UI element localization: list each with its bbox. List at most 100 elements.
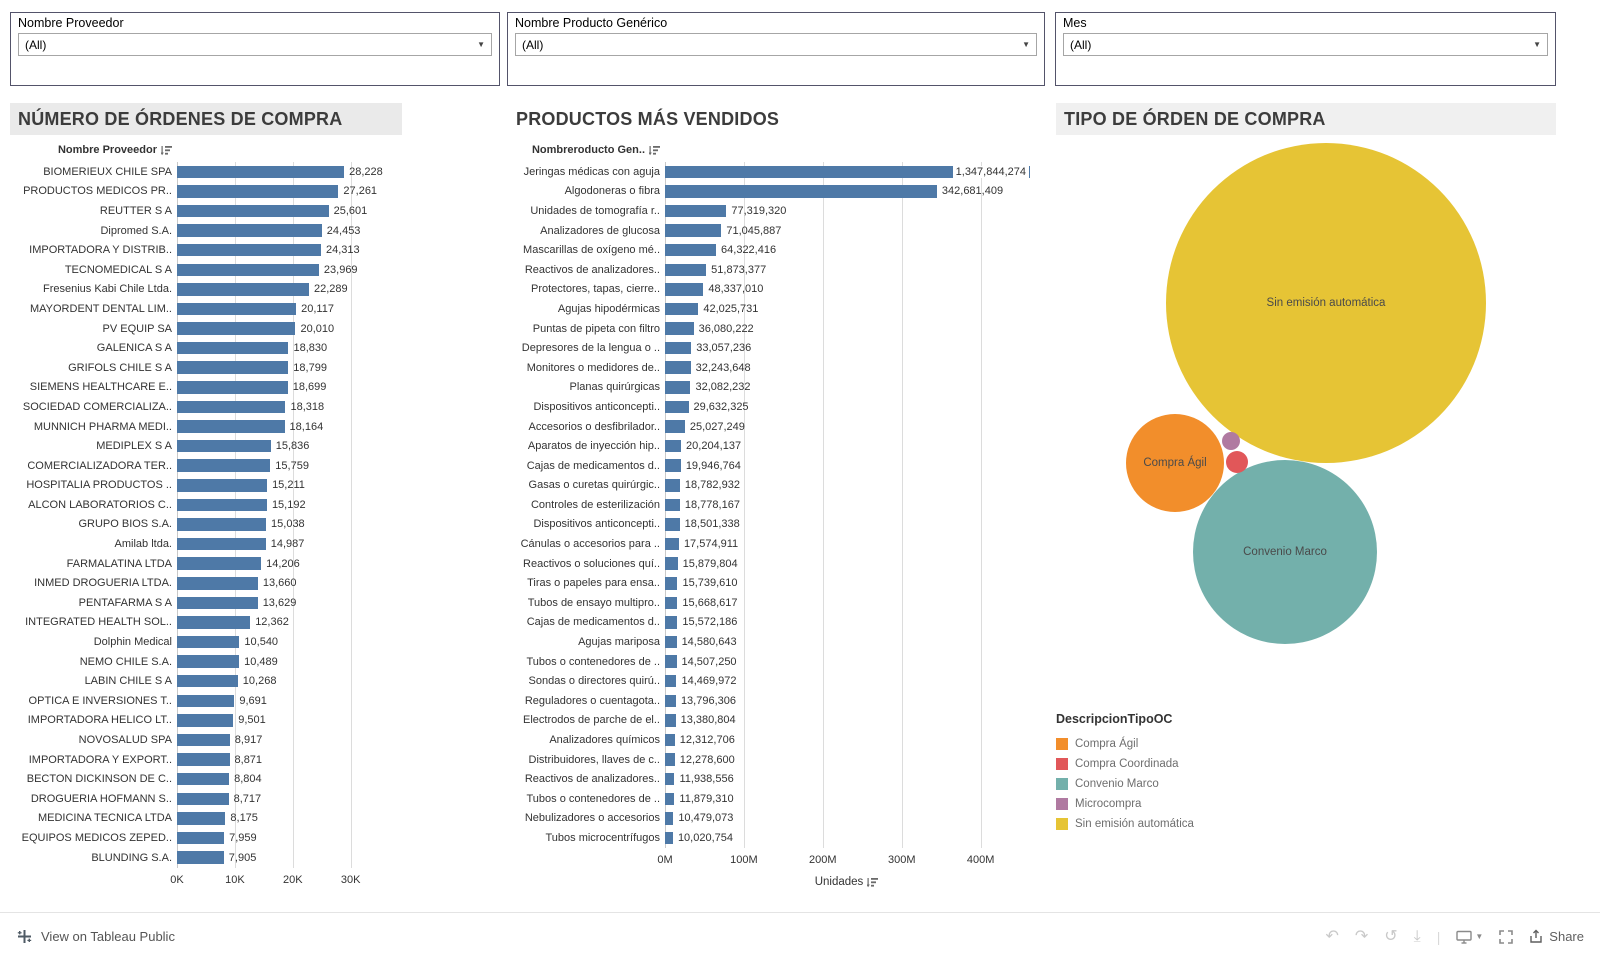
category-label[interactable]: Jeringas médicas con aguja xyxy=(523,165,660,178)
reset-icon[interactable]: ↺ xyxy=(1384,927,1398,945)
redo-icon[interactable]: ↷ xyxy=(1354,927,1369,945)
fullscreen-button[interactable] xyxy=(1499,929,1514,944)
bar[interactable] xyxy=(177,635,240,649)
bar[interactable] xyxy=(665,812,674,825)
bar[interactable] xyxy=(665,753,675,766)
category-label[interactable]: IMPORTADORA Y EXPORT.. xyxy=(28,753,172,766)
bar[interactable] xyxy=(177,361,289,374)
category-label[interactable]: Accesorios o desfibrilador.. xyxy=(528,420,660,433)
bar[interactable] xyxy=(177,792,229,806)
bar[interactable] xyxy=(665,577,678,590)
bar[interactable] xyxy=(177,439,271,453)
category-label[interactable]: Dispositivos anticoncepti.. xyxy=(533,518,660,531)
bar[interactable] xyxy=(177,400,286,414)
bubble-sin-emision-automatica[interactable]: Sin emisión automática xyxy=(1166,143,1486,463)
column-header[interactable]: Nombre Proveedor xyxy=(10,140,177,160)
category-label[interactable]: COMERCIALIZADORA TER.. xyxy=(27,459,172,472)
bar[interactable] xyxy=(665,439,682,453)
bar[interactable] xyxy=(665,518,680,531)
legend-item[interactable]: Microcompra xyxy=(1056,794,1356,814)
category-label[interactable]: Planas quirúrgicas xyxy=(569,381,661,394)
bar[interactable] xyxy=(177,577,258,590)
bar[interactable] xyxy=(177,537,266,551)
legend-item[interactable]: Compra Coordinada xyxy=(1056,754,1356,774)
category-label[interactable]: Reguladores o cuentagota.. xyxy=(524,694,660,707)
category-label[interactable]: Tubos microcentrífugos xyxy=(545,831,660,844)
bar[interactable] xyxy=(177,263,319,277)
category-label[interactable]: GRUPO BIOS S.A. xyxy=(78,518,172,531)
bar[interactable] xyxy=(665,655,677,668)
category-label[interactable]: GALENICA S A xyxy=(96,342,172,355)
bar[interactable] xyxy=(665,400,689,414)
category-label[interactable]: PRODUCTOS MEDICOS PR.. xyxy=(23,185,172,198)
bar[interactable] xyxy=(177,302,297,316)
category-label[interactable]: GRIFOLS CHILE S A xyxy=(68,361,172,374)
bar[interactable] xyxy=(177,655,240,668)
bar[interactable] xyxy=(177,243,321,257)
bar[interactable] xyxy=(177,165,345,179)
category-label[interactable]: FARMALATINA LTDA xyxy=(66,557,172,570)
bubble-compra-coordinada[interactable] xyxy=(1226,451,1248,473)
bar[interactable] xyxy=(177,694,235,708)
device-layout-button[interactable]: ▼ xyxy=(1456,930,1483,944)
bar[interactable] xyxy=(665,165,1030,179)
category-label[interactable]: Controles de esterilización xyxy=(530,498,660,511)
category-label[interactable]: Aparatos de inyección hip.. xyxy=(527,440,660,453)
filter-dropdown[interactable]: (All) ▼ xyxy=(1063,33,1548,56)
bar[interactable] xyxy=(665,361,691,374)
bar[interactable] xyxy=(177,185,339,198)
category-label[interactable]: Tubos de ensayo multipro.. xyxy=(527,596,660,609)
category-label[interactable]: MAYORDENT DENTAL LIM.. xyxy=(29,302,172,315)
filter-dropdown[interactable]: (All) ▼ xyxy=(515,33,1037,56)
category-label[interactable]: HOSPITALIA PRODUCTOS .. xyxy=(26,479,172,492)
column-header[interactable]: Nombreroducto Gen.. xyxy=(508,140,665,160)
bar[interactable] xyxy=(665,694,676,708)
category-label[interactable]: Tubos o contenedores de .. xyxy=(526,655,660,668)
bubble-convenio-marco[interactable]: Convenio Marco xyxy=(1193,460,1377,644)
bar[interactable] xyxy=(665,635,677,649)
share-button[interactable]: Share xyxy=(1529,929,1584,944)
bar[interactable] xyxy=(177,557,262,570)
bar[interactable] xyxy=(177,322,296,335)
bar[interactable] xyxy=(665,204,727,218)
category-label[interactable]: IMPORTADORA Y DISTRIB.. xyxy=(29,244,172,257)
category-label[interactable]: SOCIEDAD COMERCIALIZA.. xyxy=(22,400,172,413)
category-label[interactable]: Nebulizadores o accesorios xyxy=(524,812,660,825)
category-label[interactable]: Reactivos o soluciones quí.. xyxy=(523,557,660,570)
bar[interactable] xyxy=(665,772,675,786)
bar[interactable] xyxy=(177,204,329,218)
download-icon[interactable]: ⤓ xyxy=(1413,927,1421,945)
category-label[interactable]: Reactivos de analizadores.. xyxy=(524,773,660,786)
category-label[interactable]: Dipromed S.A. xyxy=(100,224,172,237)
category-label[interactable]: Cajas de medicamentos d.. xyxy=(526,459,660,472)
category-label[interactable]: MEDICINA TECNICA LTDA xyxy=(37,812,172,825)
bar[interactable] xyxy=(177,831,225,845)
bar[interactable] xyxy=(177,459,271,472)
bar[interactable] xyxy=(665,537,679,551)
category-label[interactable]: Tubos o contenedores de .. xyxy=(526,792,660,805)
category-label[interactable]: Protectores, tapas, cierre.. xyxy=(531,283,660,296)
category-label[interactable]: NEMO CHILE S.A. xyxy=(79,655,172,668)
bar[interactable] xyxy=(665,674,677,688)
category-label[interactable]: Analizadores de glucosa xyxy=(540,224,660,237)
category-label[interactable]: Dispositivos anticoncepti.. xyxy=(533,400,660,413)
bar[interactable] xyxy=(665,243,717,257)
category-label[interactable]: OPTICA E INVERSIONES T.. xyxy=(28,694,172,707)
category-label[interactable]: INTEGRATED HEALTH SOL.. xyxy=(25,616,172,629)
category-label[interactable]: INMED DROGUERIA LTDA. xyxy=(34,577,172,590)
bar[interactable] xyxy=(665,420,685,433)
bar[interactable] xyxy=(177,772,230,786)
undo-icon[interactable]: ↶ xyxy=(1325,927,1339,945)
bar[interactable] xyxy=(665,733,675,747)
category-label[interactable]: Distribuidores, llaves de c.. xyxy=(528,753,660,766)
bar[interactable] xyxy=(177,420,285,433)
bar[interactable] xyxy=(665,714,676,727)
bar[interactable] xyxy=(665,224,722,237)
legend-item[interactable]: Sin emisión automática xyxy=(1056,814,1356,834)
bar[interactable] xyxy=(177,851,224,864)
category-label[interactable]: DROGUERIA HOFMANN S.. xyxy=(30,792,172,805)
category-label[interactable]: Electrodos de parche de el.. xyxy=(523,714,660,727)
category-label[interactable]: BECTON DICKINSON DE C.. xyxy=(26,773,172,786)
bar[interactable] xyxy=(665,381,691,394)
category-label[interactable]: Amilab ltda. xyxy=(114,538,172,551)
